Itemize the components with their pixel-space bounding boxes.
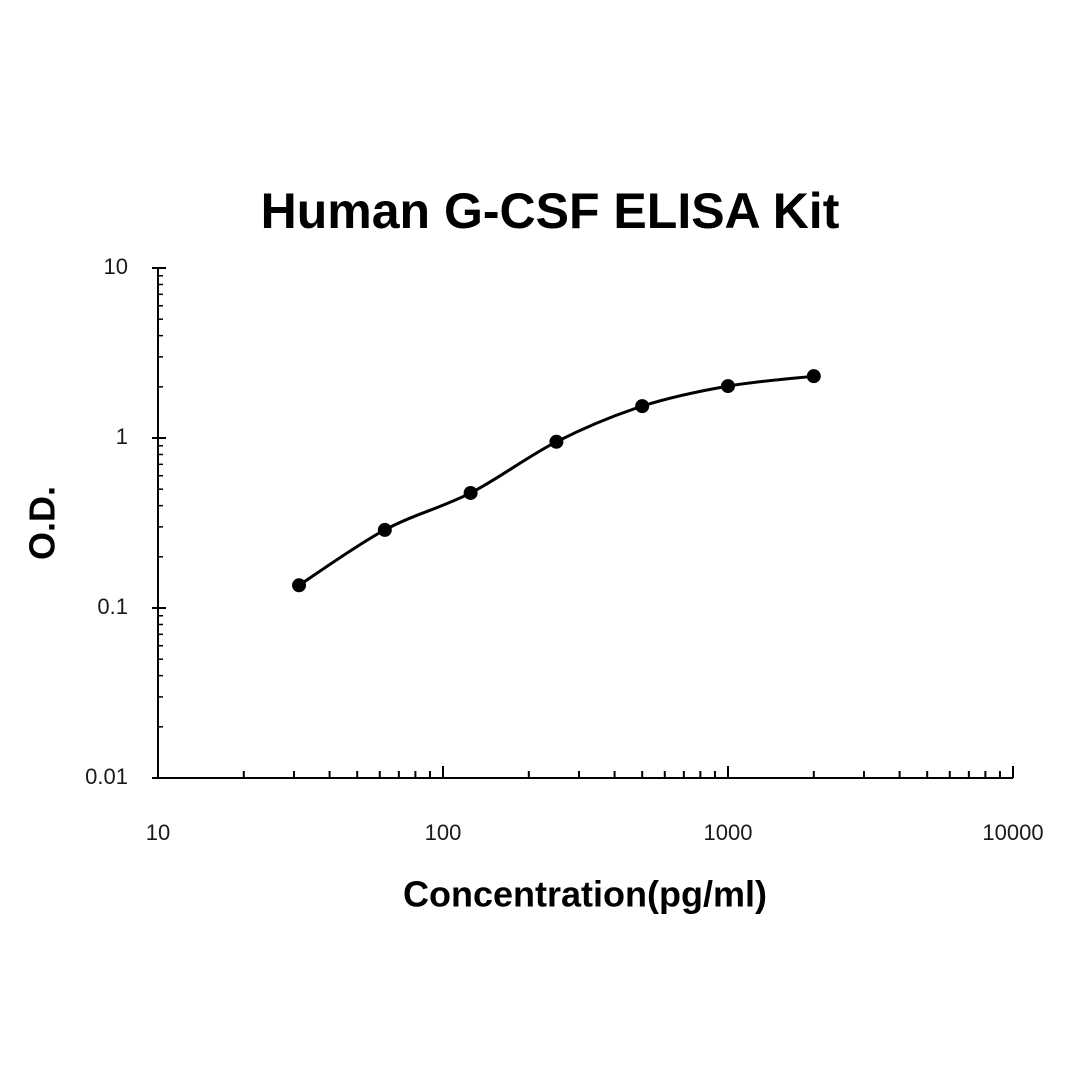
- x-tick-label: 10000: [982, 820, 1043, 845]
- y-axis-label: O.D.: [22, 486, 63, 560]
- point: [463, 485, 478, 500]
- point: [635, 399, 650, 414]
- y-tick-label: 0.1: [97, 594, 128, 619]
- point: [721, 379, 735, 394]
- point: [377, 522, 392, 537]
- y-tick-label: 10: [104, 254, 128, 279]
- x-axis-label: Concentration(pg/ml): [403, 874, 767, 915]
- line: [298, 374, 814, 587]
- x-tick-label: 100: [425, 820, 462, 845]
- point: [292, 578, 307, 593]
- x-tick-label: 1000: [704, 820, 753, 845]
- point: [806, 369, 821, 384]
- point: [549, 434, 564, 449]
- x-tick-label: 10: [146, 820, 170, 845]
- y-tick-label: 0.01: [85, 764, 128, 789]
- chart-title: Human G-CSF ELISA Kit: [261, 183, 840, 239]
- y-tick-label: 1: [116, 424, 128, 449]
